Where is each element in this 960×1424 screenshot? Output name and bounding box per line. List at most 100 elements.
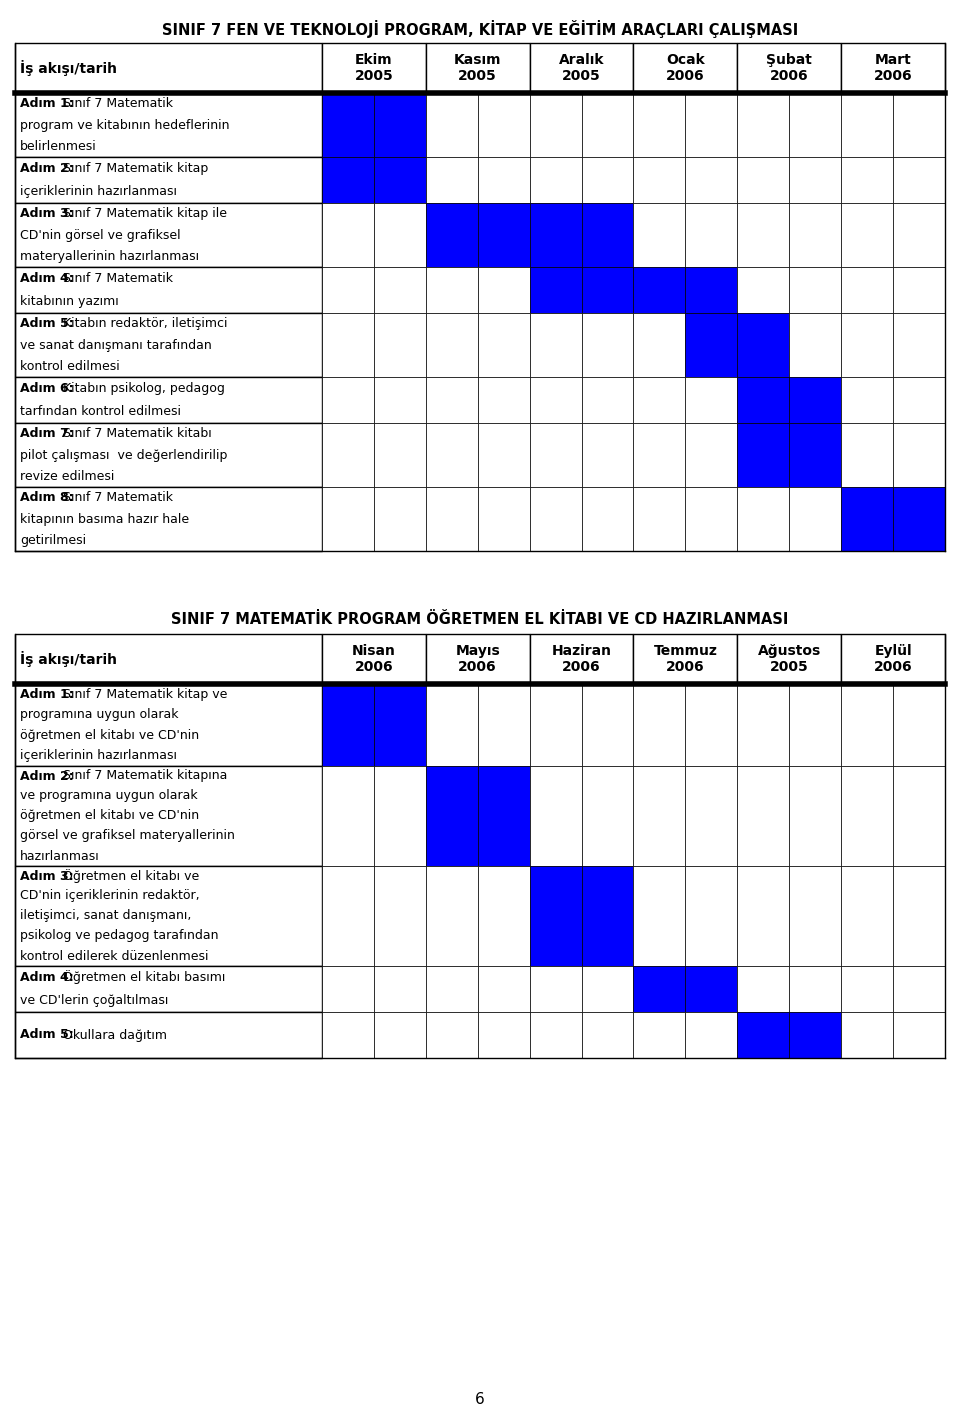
Bar <box>634 423 685 487</box>
Text: Sınıf 7 Matematik kitabı: Sınıf 7 Matematik kitabı <box>60 427 212 440</box>
Bar <box>425 866 478 965</box>
Bar <box>841 313 893 377</box>
Bar <box>737 866 789 965</box>
Text: CD'nin içeriklerinin redaktör,: CD'nin içeriklerinin redaktör, <box>20 890 200 903</box>
Bar <box>373 487 425 551</box>
Bar <box>373 965 425 1012</box>
Bar <box>634 1012 685 1058</box>
Bar <box>634 766 685 866</box>
Bar <box>634 93 685 157</box>
Text: kontrol edilmesi: kontrol edilmesi <box>20 360 120 373</box>
Bar <box>685 487 737 551</box>
Text: ve programına uygun olarak: ve programına uygun olarak <box>20 789 198 803</box>
Text: Öğretmen el kitabı ve: Öğretmen el kitabı ve <box>60 869 200 883</box>
Bar <box>841 866 893 965</box>
Bar <box>685 93 737 157</box>
Bar <box>737 634 841 684</box>
Bar <box>634 268 685 313</box>
Text: CD'nin görsel ve grafiksel: CD'nin görsel ve grafiksel <box>20 228 180 242</box>
Bar <box>634 43 737 93</box>
Text: Öğretmen el kitabı basımı: Öğretmen el kitabı basımı <box>60 971 226 984</box>
Bar <box>15 423 322 487</box>
Text: Adım 8:: Adım 8: <box>20 491 74 504</box>
Bar <box>322 423 373 487</box>
Bar <box>425 634 530 684</box>
Text: Sınıf 7 Matematik: Sınıf 7 Matematik <box>60 272 173 285</box>
Bar <box>789 487 841 551</box>
Bar <box>841 423 893 487</box>
Text: Temmuz
2006: Temmuz 2006 <box>654 644 717 674</box>
Text: Mayıs
2006: Mayıs 2006 <box>455 644 500 674</box>
Bar <box>685 965 737 1012</box>
Bar <box>634 965 685 1012</box>
Bar <box>322 377 373 423</box>
Text: Mart
2006: Mart 2006 <box>874 53 912 83</box>
Bar <box>841 684 893 766</box>
Text: Kitabın redaktör, iletişimci: Kitabın redaktör, iletişimci <box>60 318 228 330</box>
Bar <box>15 684 322 766</box>
Bar <box>789 157 841 204</box>
Text: hazırlanması: hazırlanması <box>20 850 100 863</box>
Bar <box>478 965 530 1012</box>
Text: kitapının basıma hazır hale: kitapının basıma hazır hale <box>20 513 189 525</box>
Text: belirlenmesi: belirlenmesi <box>20 140 97 152</box>
Bar <box>685 377 737 423</box>
Bar <box>478 766 530 866</box>
Text: Adım 5:: Adım 5: <box>20 1028 74 1041</box>
Bar <box>685 157 737 204</box>
Bar <box>737 377 789 423</box>
Bar <box>737 684 789 766</box>
Bar <box>15 377 322 423</box>
Bar <box>15 965 322 1012</box>
Bar <box>322 268 373 313</box>
Text: Haziran
2006: Haziran 2006 <box>552 644 612 674</box>
Text: Adım 1:: Adım 1: <box>20 688 74 701</box>
Bar <box>893 204 945 268</box>
Text: Adım 3:: Adım 3: <box>20 206 74 221</box>
Bar <box>530 487 582 551</box>
Bar <box>737 313 789 377</box>
Text: Adım 2:: Adım 2: <box>20 162 74 175</box>
Text: öğretmen el kitabı ve CD'nin: öğretmen el kitabı ve CD'nin <box>20 729 199 742</box>
Bar <box>478 1012 530 1058</box>
Text: Sınıf 7 Matematik kitap ile: Sınıf 7 Matematik kitap ile <box>60 206 228 221</box>
Bar <box>685 313 737 377</box>
Bar <box>737 93 789 157</box>
Bar <box>530 965 582 1012</box>
Bar <box>425 965 478 1012</box>
Text: Eylül
2006: Eylül 2006 <box>874 644 912 674</box>
Text: Ekim
2005: Ekim 2005 <box>354 53 394 83</box>
Bar <box>737 766 789 866</box>
Bar <box>841 157 893 204</box>
Bar <box>373 766 425 866</box>
Text: Aralık
2005: Aralık 2005 <box>559 53 604 83</box>
Text: kitabının yazımı: kitabının yazımı <box>20 295 119 308</box>
Bar <box>530 93 582 157</box>
Bar <box>322 866 373 965</box>
Text: Okullara dağıtım: Okullara dağıtım <box>60 1028 167 1041</box>
Bar <box>634 377 685 423</box>
Bar <box>425 268 478 313</box>
Text: Adım 4:: Adım 4: <box>20 272 74 285</box>
Text: Adım 1:: Adım 1: <box>20 97 74 110</box>
Bar <box>322 965 373 1012</box>
Bar <box>841 204 893 268</box>
Bar <box>582 487 634 551</box>
Bar <box>478 866 530 965</box>
Text: program ve kitabının hedeflerinin: program ve kitabının hedeflerinin <box>20 118 229 131</box>
Bar <box>373 1012 425 1058</box>
Bar <box>582 1012 634 1058</box>
Bar <box>425 487 478 551</box>
Bar <box>530 313 582 377</box>
Bar <box>893 268 945 313</box>
Bar <box>373 93 425 157</box>
Bar <box>478 157 530 204</box>
Bar <box>582 93 634 157</box>
Bar <box>737 157 789 204</box>
Bar <box>373 268 425 313</box>
Text: pilot çalışması  ve değerlendirilip: pilot çalışması ve değerlendirilip <box>20 449 228 461</box>
Text: programına uygun olarak: programına uygun olarak <box>20 708 179 721</box>
Text: içeriklerinin hazırlanması: içeriklerinin hazırlanması <box>20 749 177 762</box>
Bar <box>478 487 530 551</box>
Bar <box>737 423 789 487</box>
